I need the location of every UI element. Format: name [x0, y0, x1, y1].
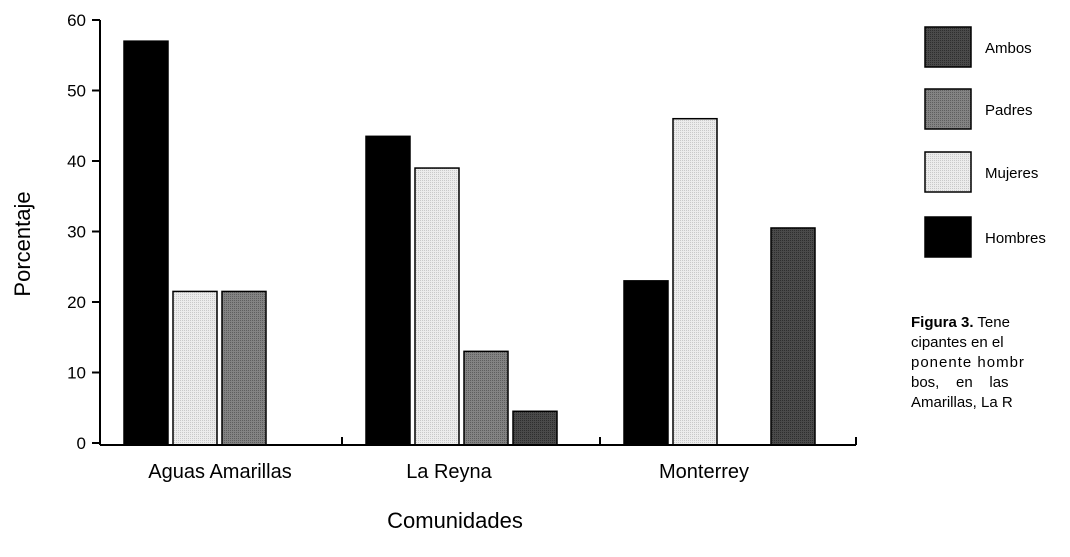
y-tick-label: 20 [67, 293, 86, 312]
legend-label-ambos: Ambos [985, 40, 1032, 57]
bar-mujeres [672, 117, 718, 446]
x-axis-title: Comunidades [387, 508, 523, 533]
category-label: Aguas Amarillas [148, 461, 291, 483]
y-tick-label: 60 [67, 11, 86, 30]
bar-padres [221, 290, 267, 446]
caption-label: Figura 3. [911, 314, 974, 331]
y-tick-label: 10 [67, 364, 86, 383]
bar-ambos [770, 227, 816, 446]
legend-swatch-hombres [924, 216, 972, 258]
bars-group [123, 40, 816, 446]
y-tick-label: 30 [67, 223, 86, 242]
y-axis-title: Porcentaje [10, 191, 35, 296]
legend-label-padres: Padres [985, 102, 1033, 119]
caption-line: ponente hombr [911, 354, 1025, 371]
legend-swatch-ambos [924, 26, 972, 68]
caption-line: Amarillas, La R [911, 394, 1013, 411]
ticks-group: 0 10 20 30 40 50 60 [67, 11, 100, 453]
bar-mujeres [414, 167, 460, 446]
y-tick-label: 40 [67, 152, 86, 171]
bar-hombres [123, 40, 169, 446]
caption-line: Tene [977, 314, 1010, 331]
legend-swatch-padres [924, 88, 972, 130]
legend-swatch-mujeres [924, 151, 972, 193]
legend: Ambos Padres Mujeres Hombres [924, 26, 1046, 258]
category-label: La Reyna [406, 461, 492, 483]
figure-caption: Figura 3. Tene cipantes en el ponente ho… [911, 313, 1070, 413]
bar-padres [463, 350, 509, 446]
y-tick-label: 0 [77, 434, 86, 453]
legend-label-hombres: Hombres [985, 230, 1046, 247]
category-label: Monterrey [659, 461, 749, 483]
category-labels: Aguas Amarillas La Reyna Monterrey [148, 461, 749, 483]
caption-line: cipantes en el [911, 334, 1004, 351]
bar-ambos [512, 410, 558, 446]
bar-hombres [365, 135, 411, 446]
y-tick-label: 50 [67, 82, 86, 101]
bar-mujeres [172, 290, 218, 446]
caption-line: bos, en las [911, 374, 1009, 391]
legend-label-mujeres: Mujeres [985, 165, 1038, 182]
bar-hombres [623, 280, 669, 446]
